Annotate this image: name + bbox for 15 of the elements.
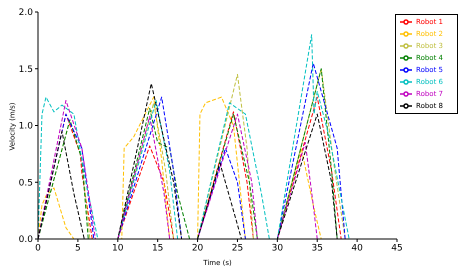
y-tick-label: 0.5 [18,178,33,188]
x-tick-label: 5 [75,243,81,254]
y-tick-label: 0.0 [18,235,34,246]
x-tick-label: 30 [272,243,284,254]
x-tick-label: 20 [192,243,204,254]
x-tick-label: 40 [351,243,364,254]
x-tick-label: 25 [232,243,244,254]
x-tick-label: 0 [35,243,42,254]
x-tick-label: 45 [391,243,403,254]
x-tick-label: 15 [152,243,164,254]
x-tick-label: 35 [312,243,323,254]
y-tick-label: 2.0 [18,8,34,18]
x-tick-label: 10 [112,243,124,254]
y-tick-label: 1.0 [18,122,34,132]
y-tick-label: 1.5 [18,64,33,75]
